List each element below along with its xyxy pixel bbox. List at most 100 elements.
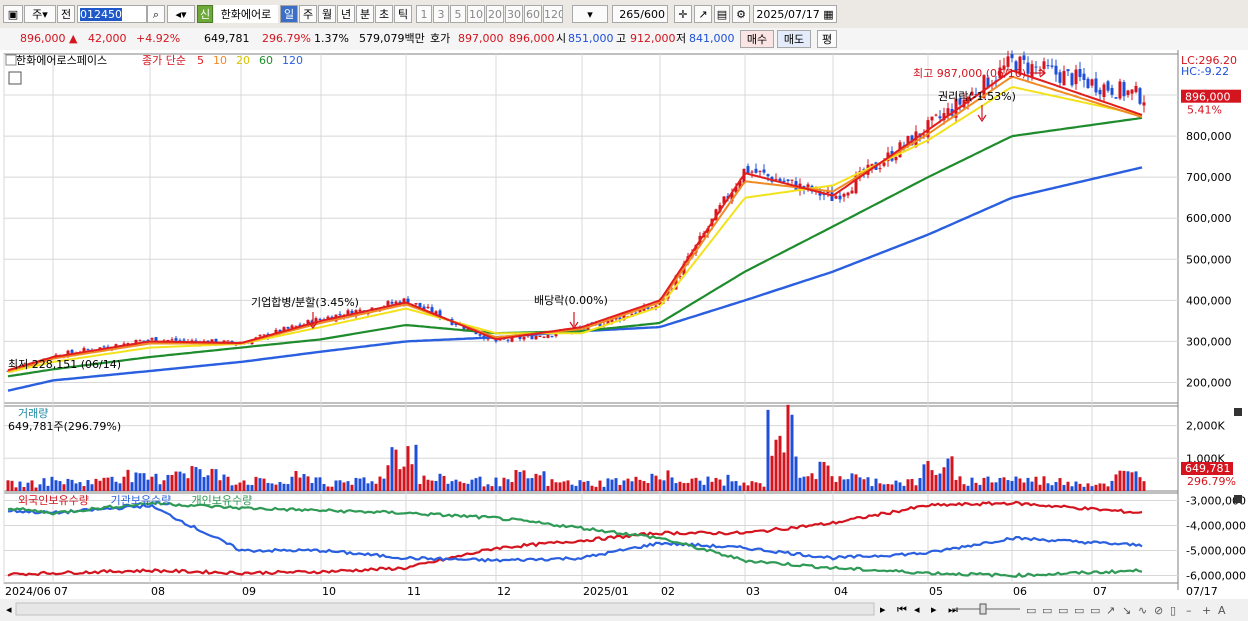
volume-bar — [378, 476, 382, 491]
nav-button-2[interactable]: ◂ — [914, 603, 920, 616]
code-input[interactable]: 012450 — [77, 5, 147, 23]
date-input[interactable]: 2025/07/17 ▦ — [753, 5, 837, 23]
volume-bar — [138, 473, 142, 491]
period-1[interactable]: 주 — [299, 5, 317, 23]
scroll-track[interactable] — [15, 602, 875, 616]
period-2[interactable]: 월 — [318, 5, 336, 23]
volume-bar — [266, 482, 270, 491]
chart-tool-icon[interactable]: ↗ — [694, 5, 712, 23]
interval-dropdown[interactable]: ▾ — [572, 5, 608, 23]
chart-layout-icon[interactable]: ▣ — [3, 5, 23, 23]
volume-bar — [642, 481, 646, 491]
volume-bar — [902, 485, 906, 491]
volume-bar — [294, 470, 298, 491]
holdings-close-icon[interactable] — [1234, 495, 1242, 503]
grid-toggle-icon[interactable] — [8, 71, 22, 85]
volume-close-icon[interactable] — [1234, 408, 1242, 416]
interval-60[interactable]: 60 — [524, 5, 542, 23]
candle-body — [190, 340, 194, 342]
volume-bar — [830, 476, 834, 491]
tool-icon-6[interactable]: ↘ — [1122, 604, 1131, 617]
volume-bar — [194, 467, 198, 491]
speaker-icon[interactable]: ◂▾ — [167, 5, 195, 23]
tool-icon-4[interactable]: ▭ — [1090, 604, 1100, 617]
candle-body — [1070, 73, 1074, 86]
buy-button[interactable]: 매수 — [740, 30, 774, 48]
volume-bar — [850, 473, 854, 491]
sell-button[interactable]: 매도 — [777, 30, 811, 48]
tool-icon-11[interactable]: + — [1202, 604, 1211, 617]
interval-120[interactable]: 120 — [543, 5, 563, 23]
candle-body — [70, 349, 74, 353]
candle-body — [286, 326, 290, 329]
candle-body — [1078, 69, 1082, 78]
tool-icon-5[interactable]: ↗ — [1106, 604, 1115, 617]
tool-icon-2[interactable]: ▭ — [1058, 604, 1068, 617]
tool-icon-0[interactable]: ▭ — [1026, 604, 1036, 617]
nav-button-1[interactable]: ⏮ — [897, 603, 907, 616]
scroll-left-icon[interactable]: ◂ — [6, 603, 12, 616]
volume-bar — [102, 477, 106, 491]
volume-bar — [954, 479, 958, 491]
volume-bar — [166, 474, 170, 491]
candle-body — [138, 340, 142, 342]
legend-ma-60: 60 — [259, 54, 273, 67]
volume-bar — [994, 482, 998, 491]
candle-body — [1042, 61, 1046, 69]
volume-bar — [1022, 482, 1026, 491]
tool-icon-3[interactable]: ▭ — [1074, 604, 1084, 617]
volume-bar — [1142, 481, 1146, 491]
candle-body — [598, 323, 602, 327]
save-icon[interactable]: ▤ — [714, 5, 730, 23]
type-select[interactable]: 주▾ — [24, 5, 56, 23]
gear-icon[interactable]: ⚙ — [732, 5, 750, 23]
volume-summary: 649,781주(296.79%) — [8, 420, 121, 433]
all-button[interactable]: 전 — [57, 5, 75, 23]
candle-body — [1006, 56, 1010, 67]
avg-button[interactable]: 평 — [817, 30, 837, 48]
volume-bar — [1110, 480, 1114, 491]
candle-body — [182, 339, 186, 341]
volume-bar — [574, 485, 578, 491]
tool-icon-9[interactable]: ▯ — [1170, 604, 1176, 617]
tool-icon-12[interactable]: A — [1218, 604, 1226, 617]
candle-body — [326, 316, 330, 320]
period-4[interactable]: 분 — [356, 5, 374, 23]
nav-button-0[interactable]: ▸ — [880, 603, 886, 616]
volume-bar — [1006, 480, 1010, 491]
nav-button-3[interactable]: ▸ — [931, 603, 937, 616]
period-6[interactable]: 틱 — [394, 5, 412, 23]
tool-icon-8[interactable]: ⊘ — [1154, 604, 1163, 617]
period-3[interactable]: 년 — [337, 5, 355, 23]
candle-body — [386, 301, 390, 307]
period-0[interactable]: 일 — [280, 5, 298, 23]
interval-5[interactable]: 5 — [450, 5, 466, 23]
interval-1[interactable]: 1 — [416, 5, 432, 23]
volume-bar — [258, 478, 262, 491]
volume-bar — [610, 479, 614, 491]
interval-10[interactable]: 10 — [467, 5, 485, 23]
volume-bar — [870, 486, 874, 491]
tool-icon-1[interactable]: ▭ — [1042, 604, 1052, 617]
interval-3[interactable]: 3 — [433, 5, 449, 23]
tool-icon-10[interactable]: – — [1186, 604, 1192, 617]
volume-bar — [482, 486, 486, 491]
zoom-slider-thumb[interactable] — [979, 603, 987, 615]
period-5[interactable]: 초 — [375, 5, 393, 23]
interval-20[interactable]: 20 — [486, 5, 504, 23]
tool-icon-7[interactable]: ∿ — [1138, 604, 1147, 617]
hold-tick-0: -3,000,000 — [1186, 495, 1246, 508]
interval-30[interactable]: 30 — [505, 5, 523, 23]
volume-bar — [418, 483, 422, 491]
volume-bar — [322, 483, 326, 491]
count-input[interactable]: 265/600 — [612, 5, 668, 23]
volume-bar — [598, 480, 602, 491]
volume-bar — [118, 483, 122, 491]
crosshair-icon[interactable]: ✛ — [674, 5, 692, 23]
volume-bar — [978, 484, 982, 491]
candle-body — [530, 333, 534, 340]
legend-ma-10: 10 — [213, 54, 227, 67]
search-icon[interactable]: ⌕ — [147, 5, 165, 23]
volume-bar — [458, 481, 462, 491]
volume-bar — [438, 473, 442, 491]
